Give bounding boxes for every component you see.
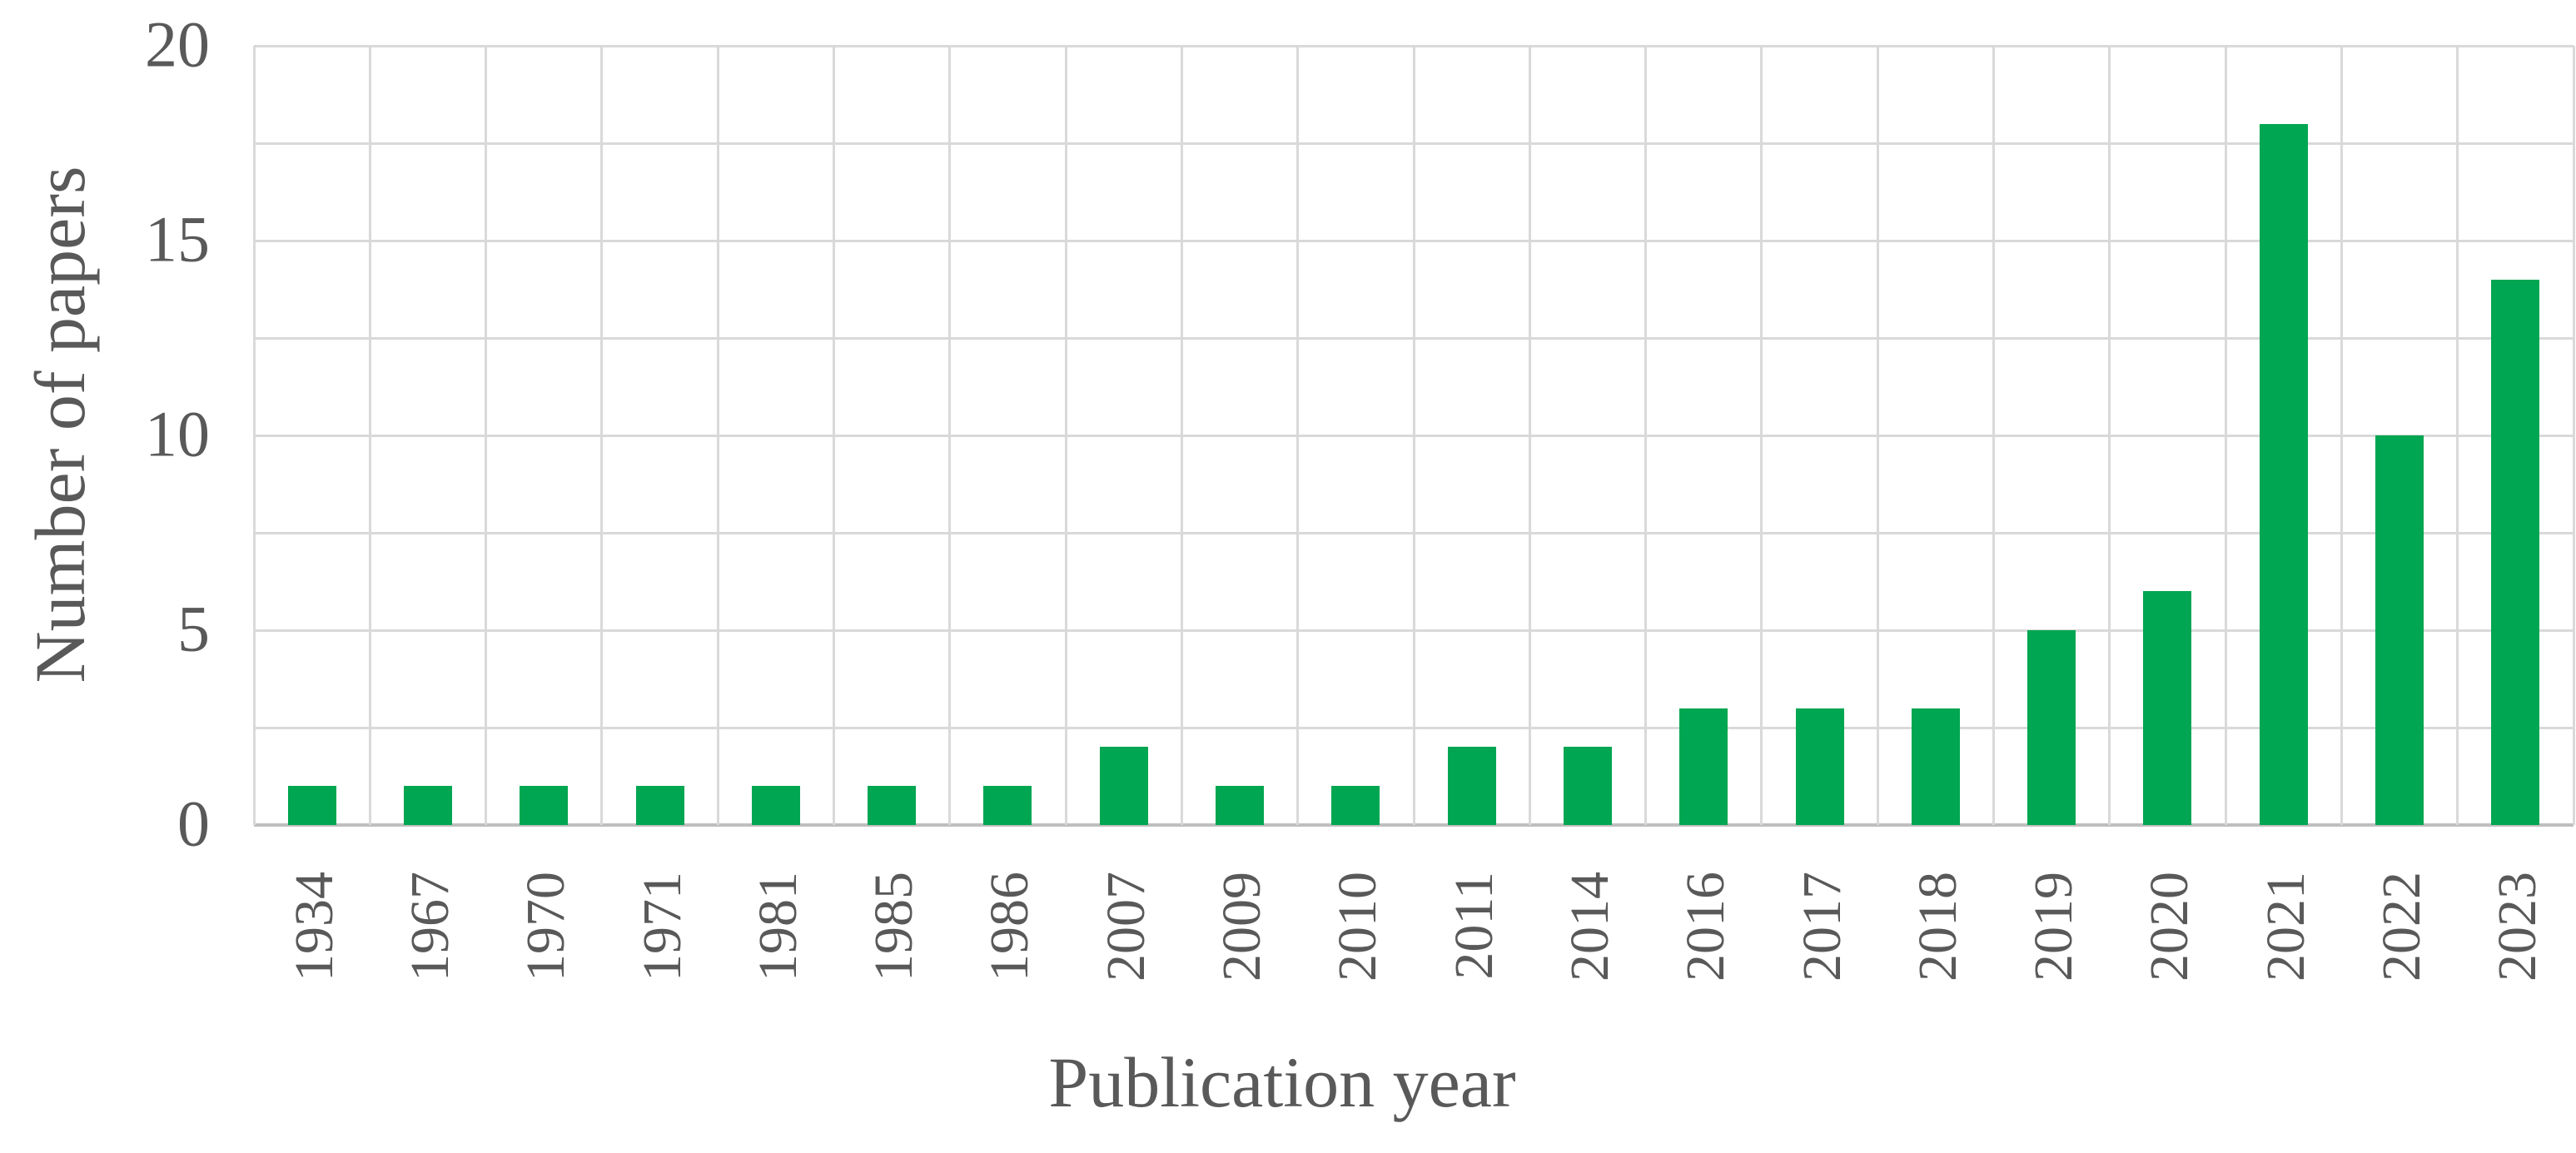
- bar-1967: [403, 786, 452, 825]
- vertical-gridline: [1528, 46, 1531, 825]
- y-tick-label-20: 20: [145, 7, 210, 81]
- vertical-gridline: [485, 46, 488, 825]
- vertical-gridline: [600, 46, 604, 825]
- x-tick-label-2019: 2019: [2023, 872, 2085, 982]
- x-tick-label-2021: 2021: [2255, 872, 2316, 982]
- bar-2023: [2491, 279, 2540, 825]
- x-tick-label-1934: 1934: [283, 872, 345, 982]
- x-tick-label-2023: 2023: [2487, 872, 2549, 982]
- bar-2011: [1447, 747, 1496, 825]
- vertical-gridline: [2340, 46, 2343, 825]
- x-tick-label-2016: 2016: [1675, 872, 1737, 982]
- vertical-gridline: [2108, 46, 2111, 825]
- x-tick-label-2017: 2017: [1791, 872, 1852, 982]
- plot-area: [252, 44, 2575, 827]
- x-tick-label-1981: 1981: [747, 872, 808, 982]
- bar-2014: [1563, 747, 1612, 825]
- vertical-gridline: [716, 46, 719, 825]
- bar-2021: [2259, 123, 2308, 825]
- vertical-gridline: [368, 46, 371, 825]
- vertical-gridline: [1876, 46, 1879, 825]
- x-tick-label-2011: 2011: [1443, 872, 1504, 980]
- x-tick-label-2007: 2007: [1095, 872, 1156, 982]
- bar-2022: [2375, 435, 2424, 825]
- x-tick-label-1971: 1971: [631, 872, 693, 982]
- bar-1970: [520, 786, 569, 825]
- bar-1934: [287, 786, 336, 825]
- x-tick-label-2022: 2022: [2371, 872, 2433, 982]
- x-tick-label-1985: 1985: [863, 872, 925, 982]
- x-axis-line: [254, 823, 2574, 827]
- vertical-gridline: [2224, 46, 2227, 825]
- vertical-gridline: [833, 46, 835, 825]
- vertical-gridline: [1644, 46, 1648, 825]
- y-tick-label-5: 5: [177, 592, 210, 665]
- x-tick-label-2018: 2018: [1907, 872, 1968, 982]
- x-tick-label-2010: 2010: [1327, 872, 1389, 982]
- vertical-gridline: [252, 46, 256, 825]
- bar-2020: [2143, 591, 2192, 825]
- bar-1971: [635, 786, 684, 825]
- bar-2009: [1216, 786, 1265, 825]
- vertical-gridline: [2456, 46, 2459, 825]
- x-tick-label-1967: 1967: [399, 872, 460, 982]
- vertical-gridline: [1992, 46, 1995, 825]
- bar-1981: [751, 786, 800, 825]
- x-tick-label-2009: 2009: [1211, 872, 1273, 982]
- x-axis-title: Publication year: [1048, 1042, 1516, 1122]
- vertical-gridline: [1412, 46, 1415, 825]
- x-tick-label-1970: 1970: [515, 872, 577, 982]
- bar-2019: [2027, 630, 2076, 825]
- bar-2017: [1795, 708, 1844, 825]
- x-tick-label-1986: 1986: [979, 872, 1041, 982]
- vertical-gridline: [1296, 46, 1300, 825]
- x-tick-label-2020: 2020: [2139, 872, 2201, 982]
- y-tick-label-0: 0: [177, 787, 210, 860]
- bar-1986: [983, 786, 1032, 825]
- x-tick-label-2014: 2014: [1559, 872, 1620, 982]
- vertical-gridline: [1760, 46, 1763, 825]
- bar-2010: [1331, 786, 1380, 825]
- bar-1985: [868, 786, 917, 825]
- bar-2007: [1099, 747, 1148, 825]
- vertical-gridline: [2572, 46, 2575, 825]
- vertical-gridline: [1180, 46, 1183, 825]
- bar-2016: [1679, 708, 1728, 825]
- y-tick-label-10: 10: [145, 397, 210, 470]
- vertical-gridline: [948, 46, 952, 825]
- y-tick-label-15: 15: [145, 202, 210, 276]
- bar-2018: [1911, 708, 1960, 825]
- vertical-gridline: [1064, 46, 1067, 825]
